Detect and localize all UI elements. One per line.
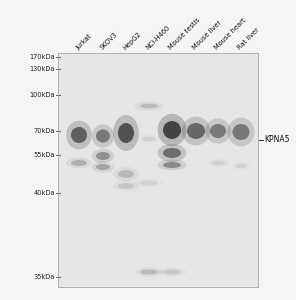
Text: 40kDa: 40kDa — [33, 190, 55, 196]
Ellipse shape — [135, 101, 163, 110]
Ellipse shape — [157, 160, 186, 170]
Ellipse shape — [96, 164, 110, 170]
Ellipse shape — [157, 114, 186, 146]
Text: 170kDa: 170kDa — [29, 54, 55, 60]
Ellipse shape — [66, 158, 92, 168]
Ellipse shape — [135, 268, 163, 277]
Ellipse shape — [207, 158, 229, 167]
Ellipse shape — [92, 162, 114, 172]
Ellipse shape — [140, 103, 158, 109]
Ellipse shape — [157, 268, 186, 277]
Text: SKOV3: SKOV3 — [99, 32, 118, 51]
Ellipse shape — [232, 124, 250, 140]
Ellipse shape — [227, 118, 255, 146]
Text: 70kDa: 70kDa — [33, 128, 55, 134]
Text: Mouse testis: Mouse testis — [168, 17, 202, 51]
Text: Mouse heart: Mouse heart — [214, 17, 247, 51]
Ellipse shape — [211, 160, 225, 166]
Ellipse shape — [118, 123, 134, 143]
Bar — [58, 53, 258, 287]
Text: Jurkat: Jurkat — [75, 33, 93, 51]
Text: Rat liver: Rat liver — [237, 27, 261, 51]
Ellipse shape — [135, 178, 163, 188]
Ellipse shape — [157, 144, 186, 162]
Ellipse shape — [140, 269, 158, 275]
Ellipse shape — [66, 121, 92, 149]
Text: HepG2: HepG2 — [122, 31, 142, 51]
Ellipse shape — [163, 162, 181, 168]
Text: NCI-H460: NCI-H460 — [145, 25, 171, 51]
Text: Mouse liver: Mouse liver — [192, 20, 223, 51]
Ellipse shape — [163, 269, 181, 275]
Ellipse shape — [96, 152, 110, 160]
Ellipse shape — [187, 123, 205, 139]
Ellipse shape — [113, 167, 139, 181]
Ellipse shape — [205, 118, 231, 144]
Text: 100kDa: 100kDa — [29, 92, 55, 98]
Ellipse shape — [182, 117, 210, 146]
Ellipse shape — [113, 115, 139, 151]
Ellipse shape — [231, 162, 251, 169]
Text: 130kDa: 130kDa — [30, 66, 55, 72]
Ellipse shape — [118, 170, 134, 178]
Ellipse shape — [138, 134, 160, 143]
Ellipse shape — [92, 149, 114, 163]
Text: 55kDa: 55kDa — [33, 152, 55, 158]
Ellipse shape — [71, 127, 87, 143]
Ellipse shape — [113, 181, 139, 191]
Ellipse shape — [210, 124, 226, 138]
Ellipse shape — [92, 124, 114, 148]
Ellipse shape — [118, 183, 134, 189]
Text: KPNA5: KPNA5 — [264, 136, 289, 145]
Ellipse shape — [163, 121, 181, 139]
Ellipse shape — [96, 130, 110, 142]
Ellipse shape — [235, 164, 247, 168]
Text: 35kDa: 35kDa — [34, 274, 55, 280]
Ellipse shape — [71, 160, 87, 166]
Ellipse shape — [163, 148, 181, 158]
Ellipse shape — [142, 136, 156, 142]
Ellipse shape — [140, 181, 158, 185]
